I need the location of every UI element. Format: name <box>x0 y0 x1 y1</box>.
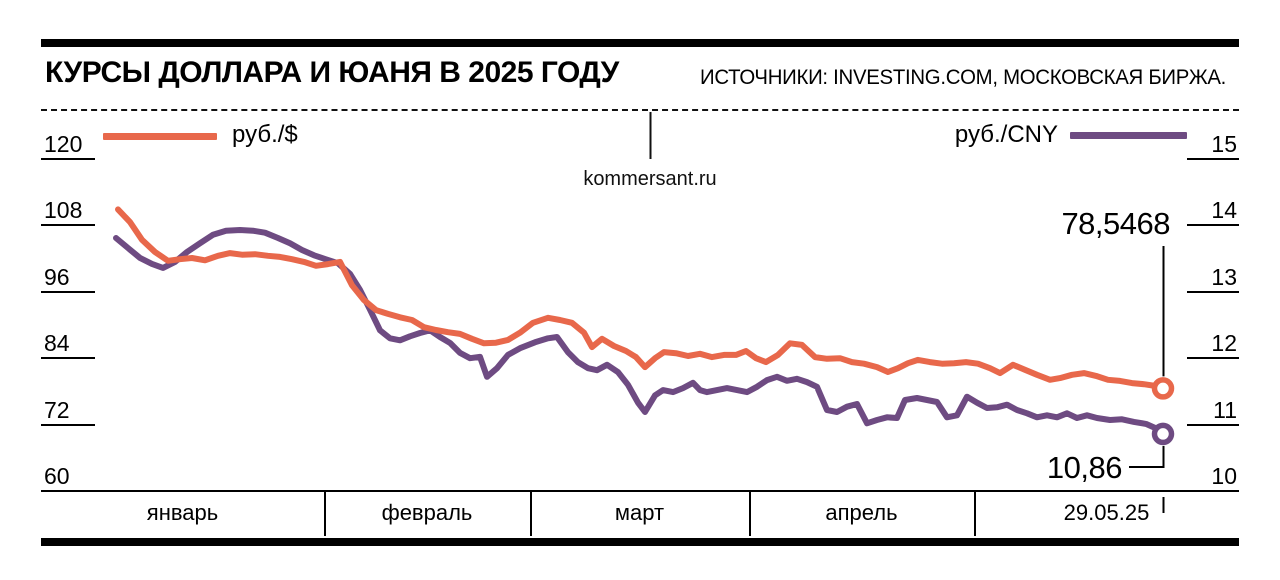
left-axis-tick-line <box>41 423 95 426</box>
usd-line <box>115 206 1166 392</box>
month-separator <box>749 491 751 536</box>
cny-legend-swatch <box>1070 132 1187 139</box>
x-axis-month-label: февраль <box>381 500 473 525</box>
left-axis-tick-line <box>41 158 95 160</box>
cny-end-marker <box>1151 422 1175 446</box>
month-separator <box>530 491 532 536</box>
header-divider <box>41 109 1239 111</box>
left-axis-tick-label: 120 <box>44 131 83 157</box>
x-axis-month-label: апрель <box>825 500 898 525</box>
sources-note: ИСТОЧНИКИ: INVESTING.COM, МОСКОВСКАЯ БИР… <box>700 66 1227 89</box>
left-axis-tick-label: 72 <box>44 396 70 423</box>
left-axis-tick-line <box>41 224 95 227</box>
right-axis-tick-line <box>1187 290 1239 293</box>
right-axis-tick-label: 13 <box>1211 263 1237 290</box>
month-separator <box>974 491 976 536</box>
x-axis-month-label: январь <box>146 500 219 525</box>
left-axis-tick-label: 84 <box>44 330 70 357</box>
page-title: КУРСЫ ДОЛЛАРА И ЮАНЯ В 2025 ГОДУ <box>45 56 619 89</box>
x-axis-line <box>41 490 1239 492</box>
right-axis-tick-line <box>1187 224 1239 227</box>
right-axis-tick-line <box>1187 357 1239 360</box>
right-axis-tick-label: 14 <box>1211 197 1237 224</box>
left-axis-tick-label: 96 <box>44 263 70 290</box>
right-axis-tick-label: 10 <box>1211 463 1237 489</box>
left-axis-tick-label: 108 <box>44 197 83 224</box>
cny-last-value-annotation: 10,86 <box>1046 450 1123 485</box>
cny-legend-label: руб./CNY <box>954 121 1058 148</box>
usd-end-marker <box>1151 377 1175 400</box>
right-axis-tick-label: 12 <box>1211 330 1237 357</box>
right-axis-tick-label: 11 <box>1213 396 1237 423</box>
x-axis-month-label: март <box>614 500 665 525</box>
x-axis-month-label: 29.05.25 <box>1063 500 1150 525</box>
bottom-rule <box>41 538 1239 546</box>
left-axis-tick-label: 60 <box>44 463 70 489</box>
top-rule <box>41 39 1239 47</box>
cny-line <box>113 227 1166 437</box>
usd-legend-label: руб./$ <box>232 121 298 148</box>
right-axis-tick-line <box>1187 158 1239 160</box>
month-separator <box>324 491 326 536</box>
right-axis-tick-line <box>1187 423 1239 426</box>
series-group <box>113 206 1175 446</box>
usd-last-value-annotation: 78,5468 <box>1061 206 1170 241</box>
right-axis-tick-label: 15 <box>1211 131 1237 157</box>
left-axis-tick-line <box>41 290 95 293</box>
watermark-label: kommersant.ru <box>583 168 717 190</box>
left-axis-tick-line <box>41 357 95 360</box>
callout-group <box>1129 246 1165 513</box>
usd-legend-swatch <box>103 133 217 140</box>
